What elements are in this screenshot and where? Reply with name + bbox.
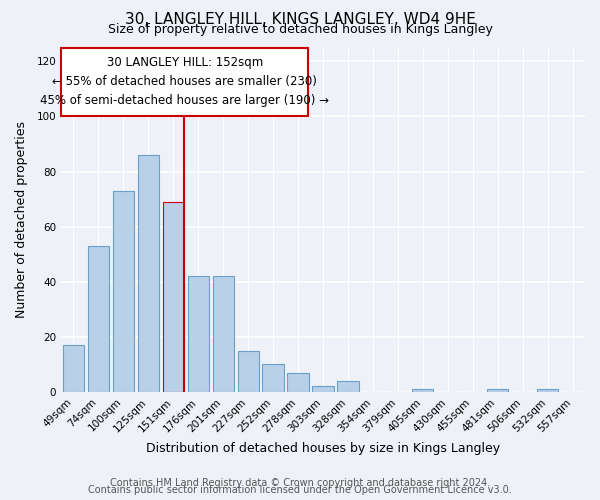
Bar xyxy=(61,48,308,116)
Bar xyxy=(287,372,308,392)
Text: Size of property relative to detached houses in Kings Langley: Size of property relative to detached ho… xyxy=(107,22,493,36)
Bar xyxy=(313,386,334,392)
Text: 30, LANGLEY HILL, KINGS LANGLEY, WD4 9HE: 30, LANGLEY HILL, KINGS LANGLEY, WD4 9HE xyxy=(125,12,475,28)
Bar xyxy=(238,350,259,392)
Bar xyxy=(137,155,159,392)
Y-axis label: Number of detached properties: Number of detached properties xyxy=(15,121,28,318)
Bar xyxy=(412,389,433,392)
Text: Contains public sector information licensed under the Open Government Licence v3: Contains public sector information licen… xyxy=(88,485,512,495)
X-axis label: Distribution of detached houses by size in Kings Langley: Distribution of detached houses by size … xyxy=(146,442,500,455)
Bar xyxy=(262,364,284,392)
Bar xyxy=(537,389,558,392)
Bar xyxy=(88,246,109,392)
Bar xyxy=(188,276,209,392)
Bar xyxy=(113,191,134,392)
Bar xyxy=(487,389,508,392)
Bar xyxy=(163,202,184,392)
Text: 30 LANGLEY HILL: 152sqm
← 55% of detached houses are smaller (230)
45% of semi-d: 30 LANGLEY HILL: 152sqm ← 55% of detache… xyxy=(40,56,329,108)
Text: Contains HM Land Registry data © Crown copyright and database right 2024.: Contains HM Land Registry data © Crown c… xyxy=(110,478,490,488)
Bar xyxy=(337,381,359,392)
Bar xyxy=(63,345,84,392)
Bar xyxy=(212,276,234,392)
